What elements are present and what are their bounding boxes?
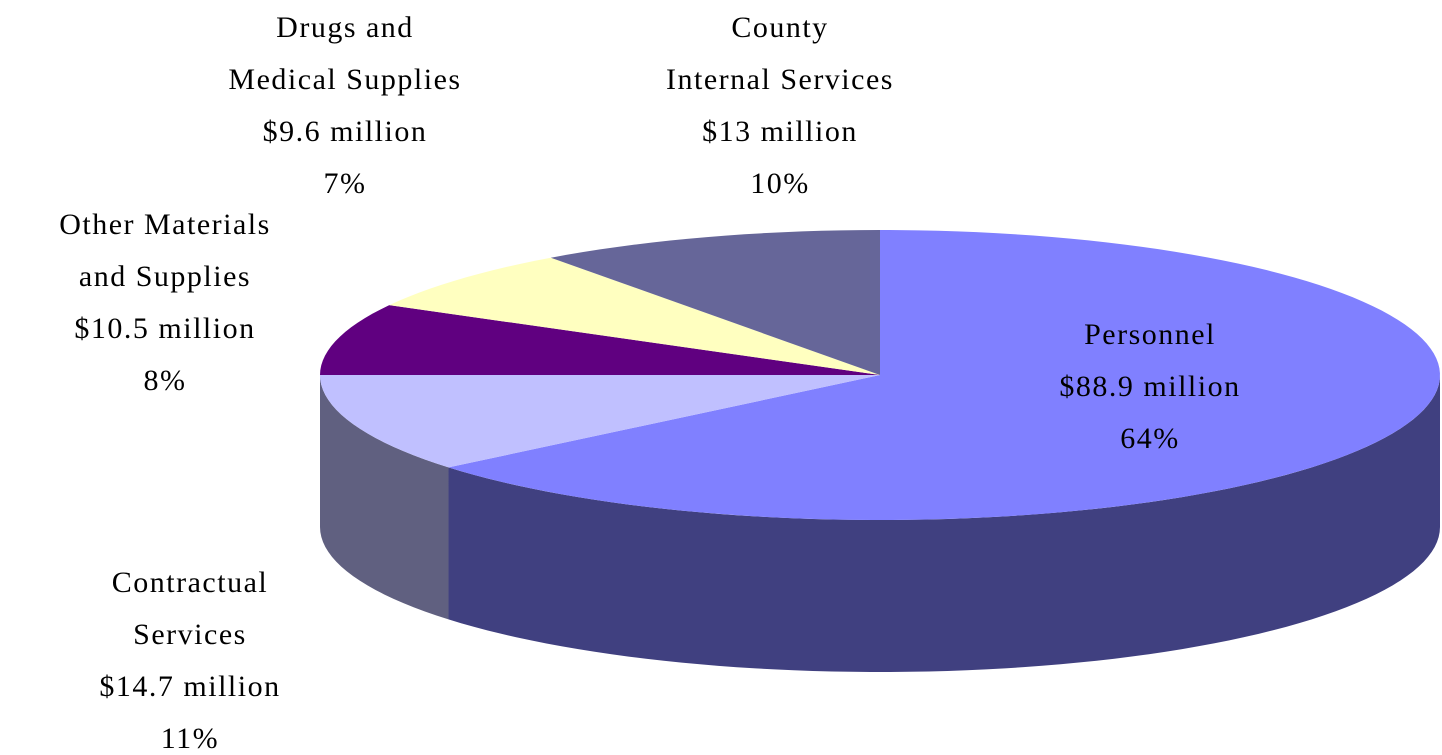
amount-label: $14.7 million: [99, 670, 281, 703]
slice-label: Drugs and Medical Supplies $9.6 million 7%: [228, 2, 461, 210]
slice: [320, 375, 880, 468]
slice: [320, 305, 880, 375]
category-label: Personnel: [1084, 318, 1216, 351]
slice-label: Other Materials and Supplies $10.5 millio…: [59, 199, 271, 407]
amount-label: $13 million: [702, 115, 858, 148]
amount-label: $9.6 million: [262, 115, 428, 148]
value-label: 8%: [143, 364, 187, 397]
slice-side: [448, 375, 1440, 672]
slice-label: County Internal Services $13 million 10%: [666, 2, 894, 210]
value-label: 10%: [750, 167, 810, 200]
slice: [389, 257, 880, 375]
category-label: Other Materials and Supplies: [59, 208, 271, 293]
slice: [550, 230, 880, 375]
slice: [448, 230, 1440, 520]
amount-label: $88.9 million: [1059, 370, 1241, 403]
category-label: Drugs and Medical Supplies: [228, 11, 462, 96]
value-label: 7%: [323, 167, 367, 200]
value-label: 64%: [1120, 422, 1180, 455]
amount-label: $10.5 million: [74, 312, 256, 345]
category-label: Contractual Services: [111, 566, 269, 651]
slice-side: [320, 375, 449, 620]
category-label: County Internal Services: [666, 11, 894, 96]
value-label: 11%: [160, 722, 220, 755]
slice-label: Personnel $88.9 million 64%: [1059, 309, 1240, 465]
slice-label: Contractual Services $14.7 million 11%: [99, 557, 280, 755]
